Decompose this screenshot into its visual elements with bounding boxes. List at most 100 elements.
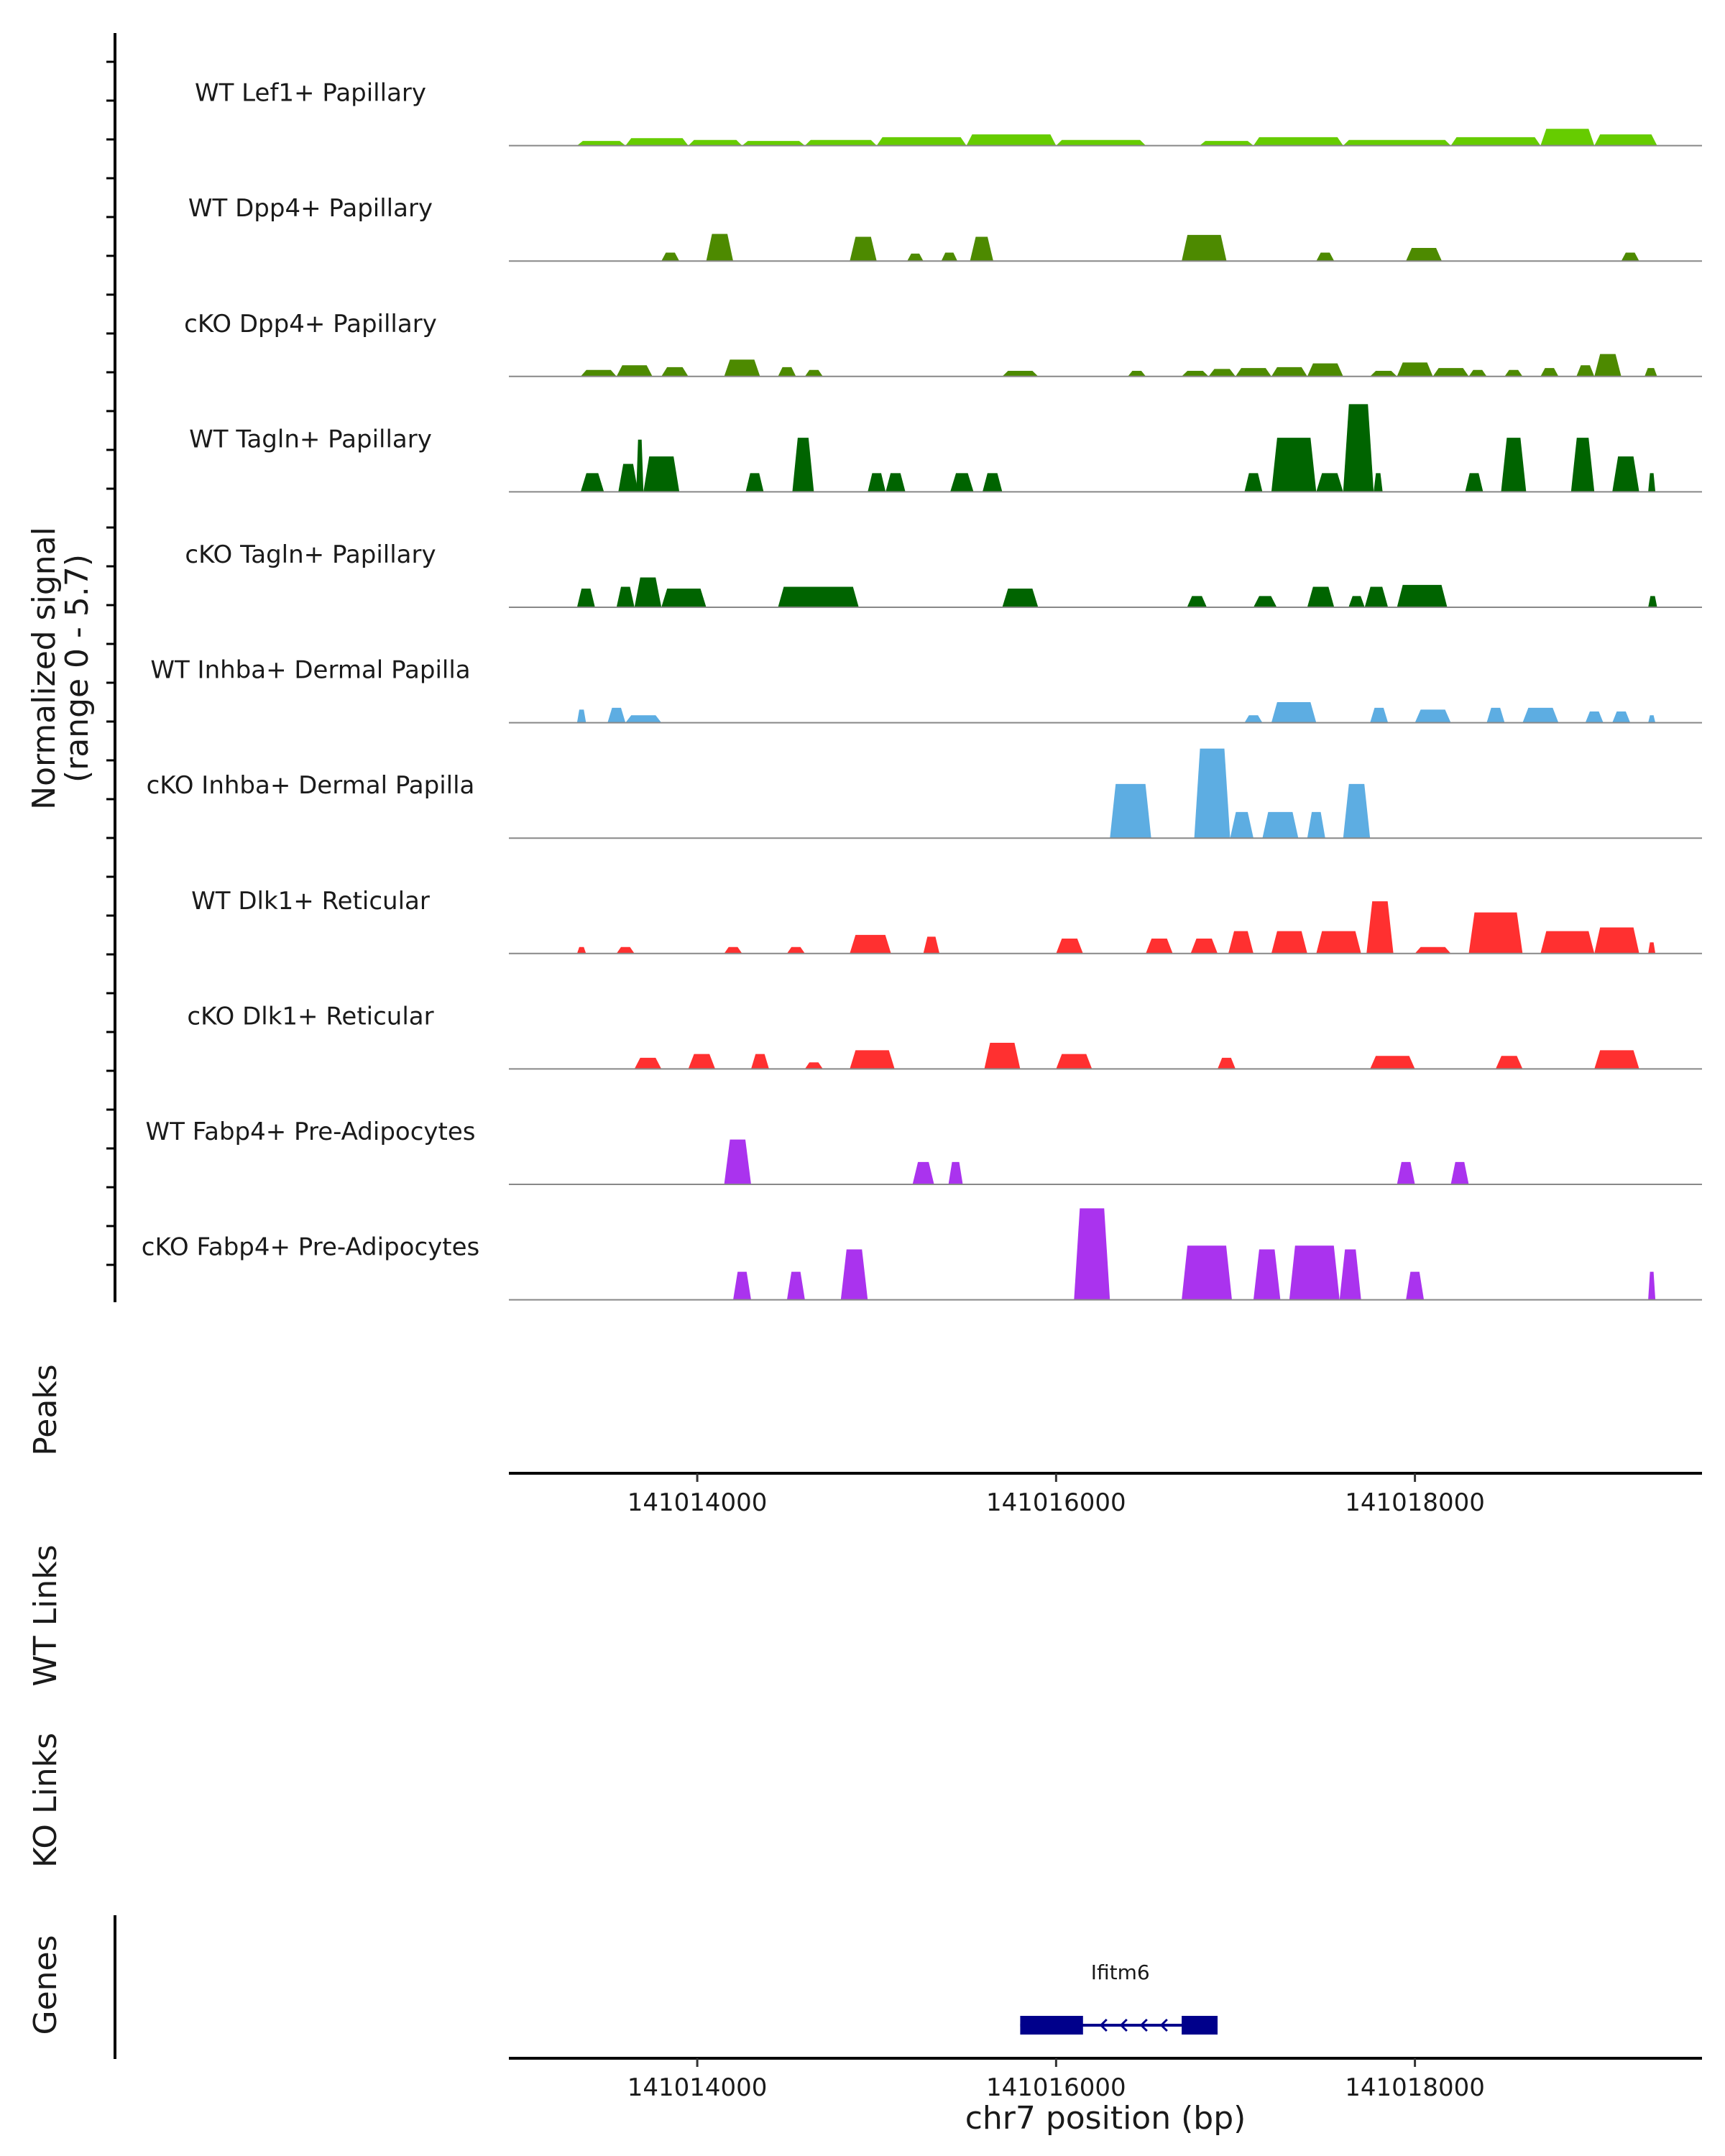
track-7: WT Dlk1+ Reticular [191, 887, 1702, 954]
signal-peak [724, 946, 742, 954]
signal-peak [1307, 811, 1325, 839]
signal-peak [1414, 709, 1451, 723]
signal-peak [1621, 252, 1639, 262]
signal-peak [742, 141, 805, 146]
signal-peak [984, 1043, 1021, 1069]
signal-peak [778, 586, 859, 607]
signal-peak [1339, 1249, 1361, 1300]
signal-peak [1343, 783, 1371, 839]
signal-peak [1374, 473, 1383, 492]
signal-peak [850, 934, 891, 954]
track-8: cKO Dlk1+ Reticular [187, 1002, 1702, 1070]
strand-arrow [1139, 2018, 1148, 2032]
signal-peak [625, 138, 689, 146]
signal-peak [1056, 1054, 1092, 1069]
signal-peak [576, 589, 595, 607]
signal-peak [1468, 912, 1523, 954]
signal-peak [1366, 901, 1394, 954]
signal-peak [1307, 586, 1335, 607]
track-1: WT Dpp4+ Papillary [188, 194, 1702, 262]
signal-peak [1397, 362, 1433, 377]
signal-peak [1522, 707, 1559, 723]
signal-peak [1397, 584, 1448, 607]
signal-peak [616, 586, 635, 607]
signal-peak [1230, 811, 1254, 839]
signal-peak [983, 473, 1003, 492]
signal-peak [1316, 931, 1361, 954]
signal-peak [1585, 711, 1604, 723]
track-label: WT Fabp4+ Pre-Adipocytes [146, 1118, 476, 1146]
signal-peak [1343, 404, 1374, 492]
signal-peak [1235, 368, 1271, 377]
signal-peak [634, 1057, 662, 1069]
signal-peak [1594, 1050, 1639, 1069]
signal-peak [907, 253, 924, 262]
signal-peak [1228, 931, 1254, 954]
signal-peak [688, 139, 742, 146]
signal-peak [850, 236, 877, 262]
genes-panel-label: Genes [27, 1935, 64, 2035]
signal-peak [1648, 473, 1656, 492]
signal-peak [1182, 1245, 1232, 1300]
signal-peak [850, 1050, 895, 1069]
signal-peak [1182, 371, 1209, 377]
track-0: WT Lef1+ Papillary [195, 79, 1702, 147]
strand-arrow [1119, 2018, 1128, 2032]
signal-peak [1182, 234, 1227, 262]
x-tick-label: 141014000 [627, 2073, 768, 2102]
signal-peak [1244, 715, 1263, 723]
signal-peak [1612, 456, 1639, 492]
track-label: cKO Dpp4+ Papillary [184, 310, 437, 338]
signal-peak [1570, 438, 1595, 492]
signal-peak [1594, 134, 1657, 146]
signal-peak [1468, 369, 1487, 377]
y-axis-title-line1: Normalized signal [26, 527, 63, 810]
signal-peak [778, 367, 796, 377]
signal-peak [724, 1139, 751, 1184]
signal-peak [1208, 369, 1236, 377]
signal-peak [1406, 248, 1443, 262]
signal-peak [1540, 931, 1595, 954]
x-tick-label: 141014000 [627, 1488, 768, 1517]
track-label: cKO Tagln+ Papillary [185, 540, 436, 569]
signal-peak [607, 707, 626, 723]
signal-peak [1271, 367, 1307, 377]
track-4: cKO Tagln+ Papillary [185, 540, 1702, 608]
signal-peak [1190, 939, 1218, 954]
signal-peak [1648, 942, 1656, 954]
signal-y-axis-ticks [106, 60, 115, 1266]
track-label: WT Dlk1+ Reticular [191, 887, 430, 916]
peaks-panel-label: Peaks [27, 1364, 64, 1455]
track-6: cKO Inhba+ Dermal Papilla [147, 748, 1702, 839]
signal-peak [733, 1271, 751, 1300]
signal-peak [1495, 1056, 1523, 1069]
signal-peak [750, 1054, 769, 1069]
signal-peak [950, 473, 974, 492]
track-2: cKO Dpp4+ Papillary [184, 310, 1702, 377]
signal-peak [923, 936, 940, 954]
signal-peak [1644, 368, 1657, 377]
signal-peak [661, 589, 707, 607]
x-axis-ticks-top: 141014000 141016000 141018000 [627, 1473, 1485, 1517]
signal-peak [1146, 939, 1173, 954]
x-tick-label: 141016000 [986, 1488, 1126, 1517]
signal-peak [1648, 715, 1656, 723]
signal-peak [786, 1271, 805, 1300]
signal-peak [706, 234, 734, 262]
signal-peak [1200, 141, 1254, 146]
signal-peak [1465, 473, 1484, 492]
signal-peak [1194, 748, 1230, 839]
track-label: WT Tagln+ Papillary [189, 425, 432, 453]
signal-peak [1316, 252, 1335, 262]
signal-peak [1271, 438, 1317, 492]
signal-peak [616, 365, 653, 377]
signal-peak [1594, 927, 1639, 954]
signal-peak [636, 439, 644, 492]
signal-peak [1056, 139, 1146, 146]
track-9: WT Fabp4+ Pre-Adipocytes [146, 1118, 1702, 1185]
signal-peak [576, 709, 586, 723]
signal-peak [868, 473, 886, 492]
signal-peak [804, 139, 877, 146]
signal-peak [804, 1062, 823, 1069]
signal-peak [688, 1054, 716, 1069]
